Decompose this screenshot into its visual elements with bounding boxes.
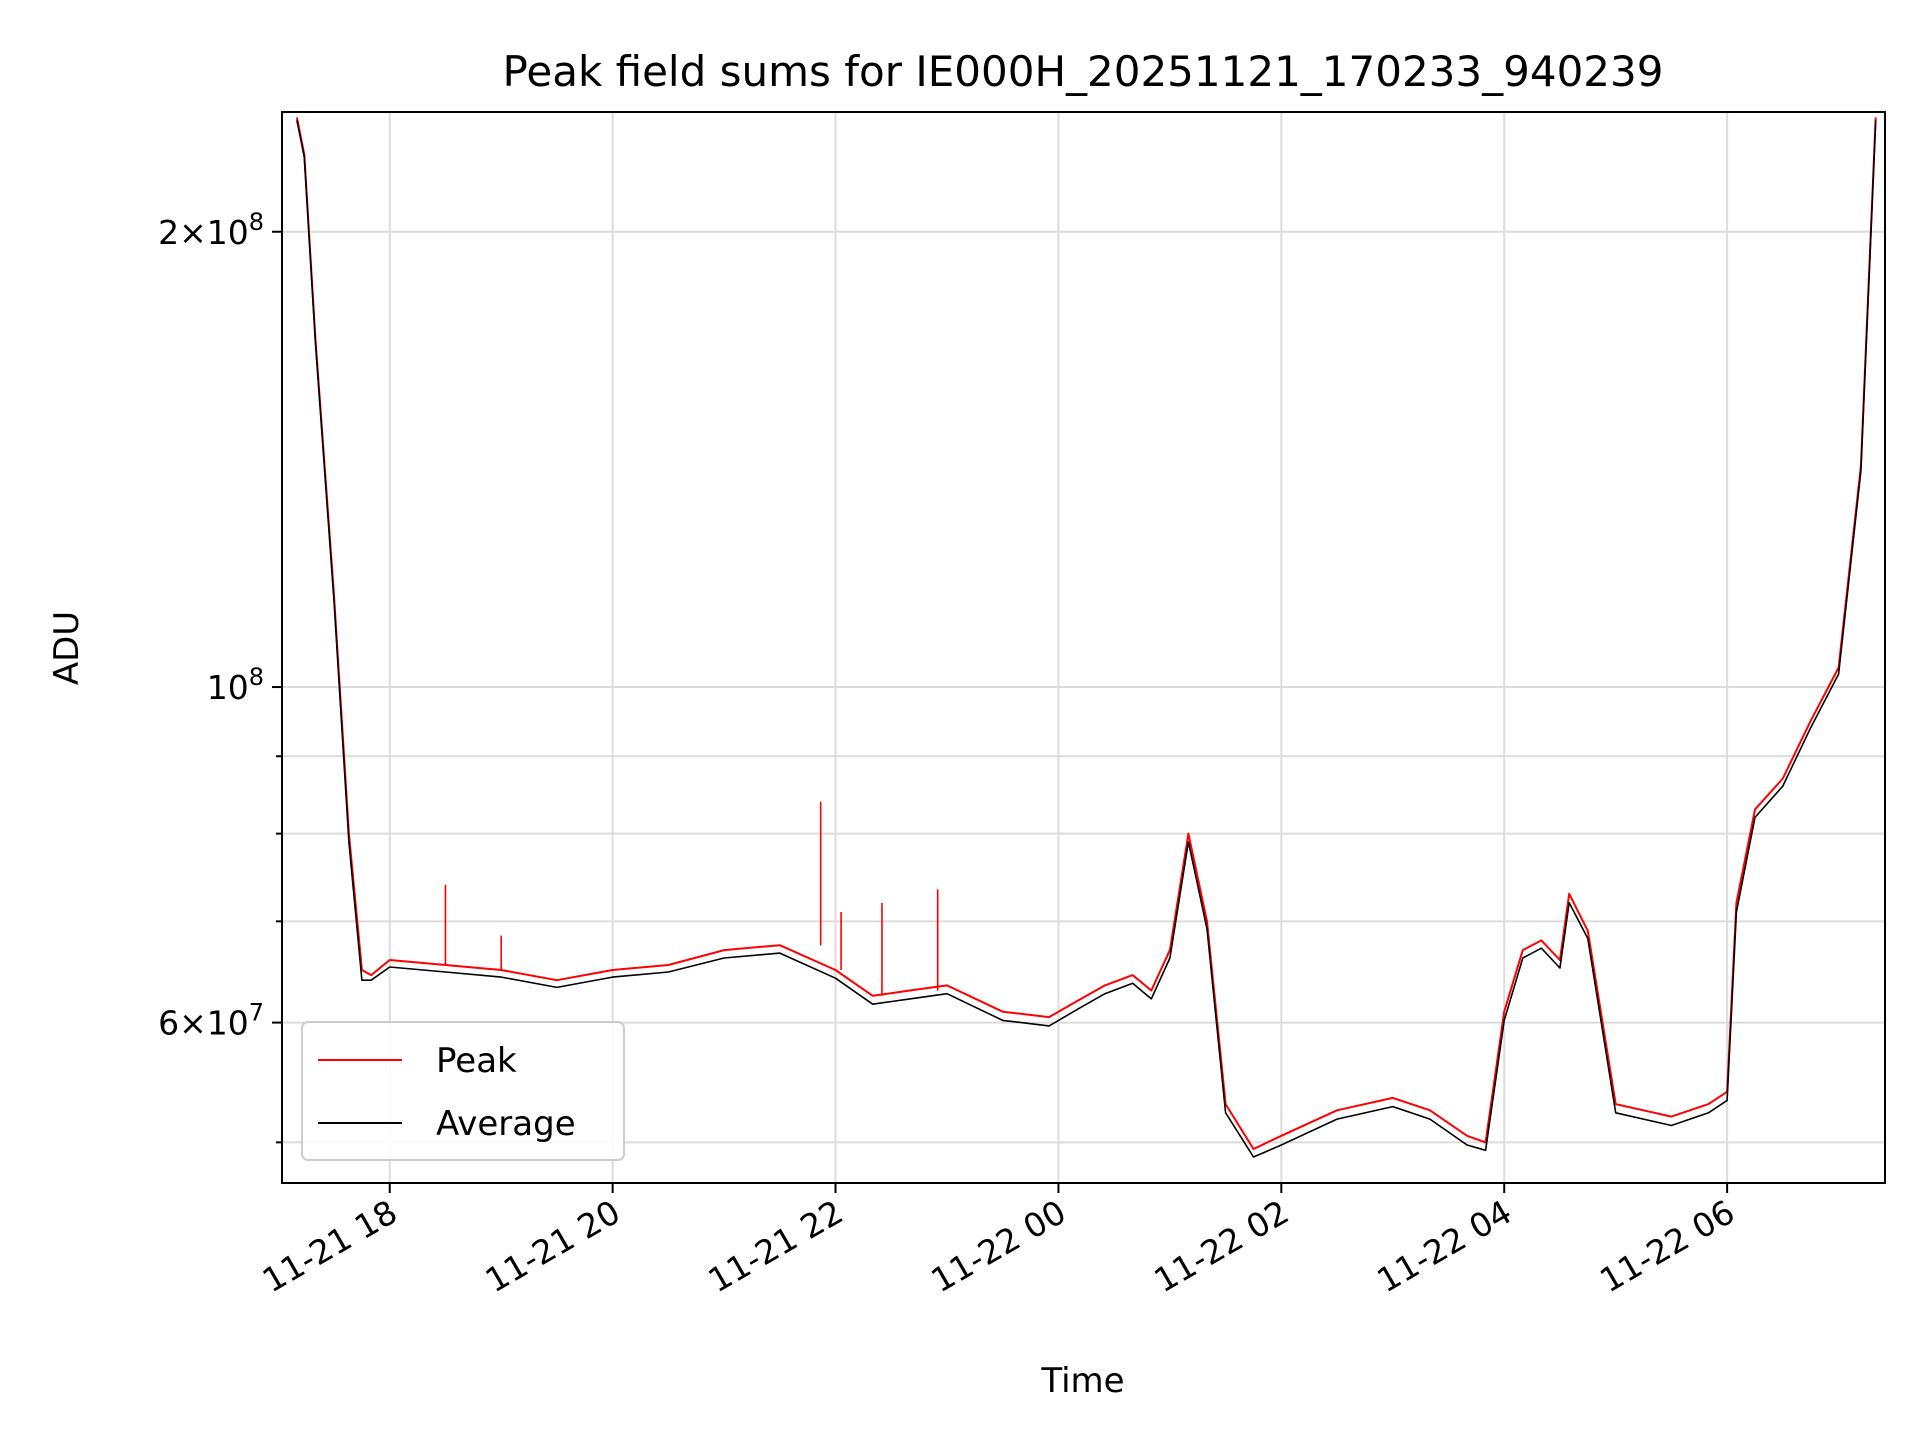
chart-title: Peak field sums for IE000H_20251121_1702…	[503, 47, 1664, 96]
series-lines	[295, 117, 1877, 1158]
series-peak-line	[295, 117, 1877, 1150]
legend-peak-label: Peak	[436, 1041, 517, 1081]
y-axis-label: ADU	[47, 611, 87, 685]
y-axis-ticks: 2×108 108 6×107	[158, 208, 282, 1144]
legend: Peak Average	[301, 1021, 625, 1161]
x-axis-label: Time	[1040, 1361, 1124, 1401]
plot-frame	[281, 111, 1886, 1184]
y-tick-label: 2×108	[158, 208, 264, 252]
y-tick-label: 6×107	[158, 999, 264, 1043]
legend-box	[301, 1021, 625, 1161]
y-tick-label: 108	[207, 663, 264, 707]
series-average-line	[296, 120, 1877, 1158]
legend-average-label: Average	[436, 1104, 576, 1144]
